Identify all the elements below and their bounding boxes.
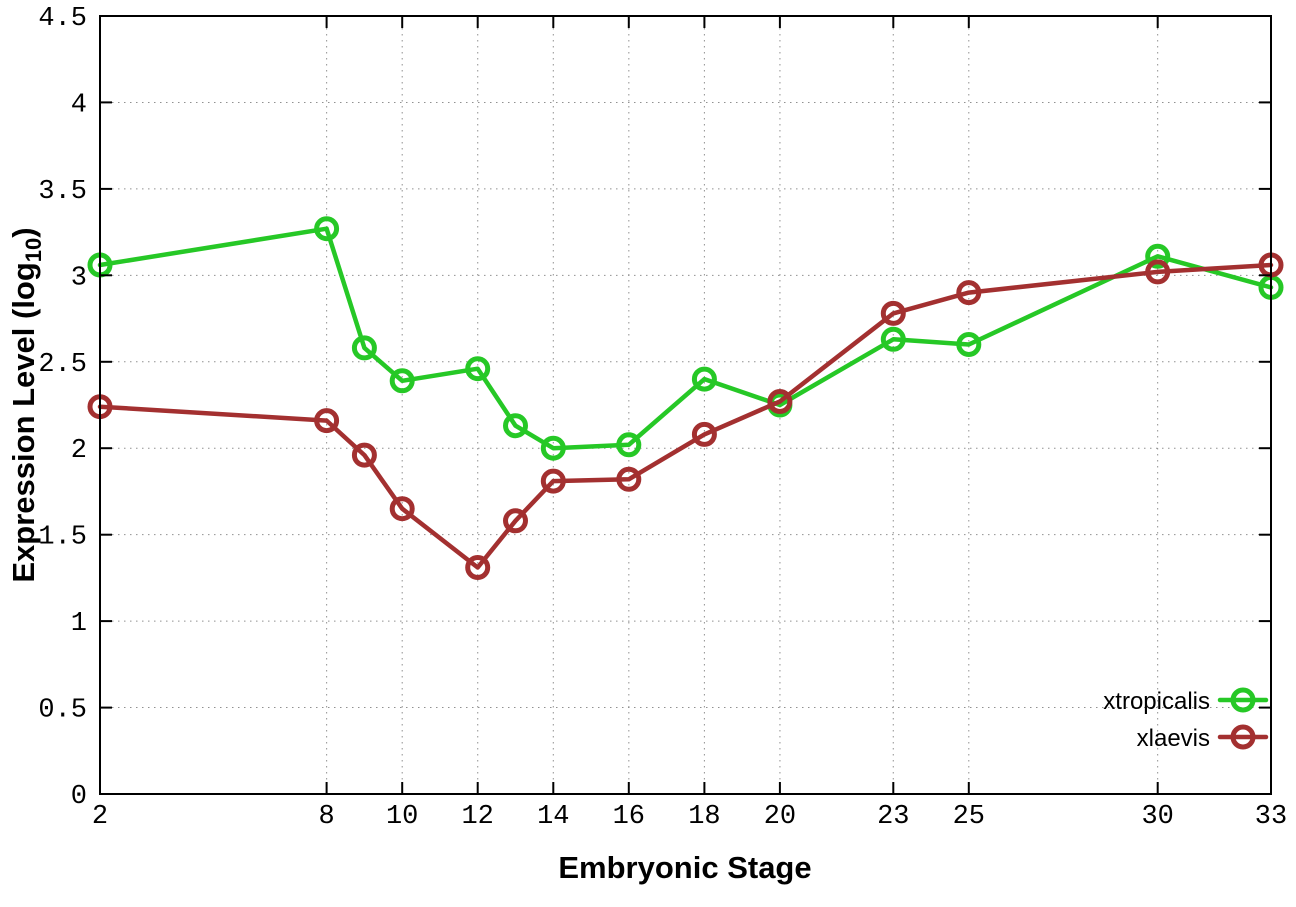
data-point-xlaevis	[691, 421, 717, 447]
tick-label-layer: 2 8 10 12 14 16 18 20 23 25 30 33 0 0.5 1 1.5 2 2.5 3 3.5 4 4…	[38, 4, 1287, 832]
grid-layer	[100, 16, 1271, 794]
x-tick-label: 10	[386, 802, 418, 832]
data-point-xtropicalis	[540, 435, 566, 461]
legend: xtropicalis xlaevis	[1103, 687, 1269, 752]
y-tick-label: 2.5	[38, 350, 87, 380]
legend-marker-point-xtropicalis	[1230, 687, 1256, 713]
data-point-xtropicalis	[465, 356, 491, 382]
y-tick-label: 0.5	[38, 696, 87, 726]
data-point-xlaevis	[767, 389, 793, 414]
data-point-xlaevis	[956, 280, 982, 306]
data-point-xlaevis	[1145, 259, 1171, 285]
data-point-xlaevis	[465, 555, 491, 580]
y-axis-title: Expression Level (log10)	[6, 227, 46, 582]
data-point-xlaevis	[314, 408, 340, 434]
series-line-xlaevis	[97, 262, 1274, 570]
series-layer	[87, 216, 1284, 580]
data-point-xtropicalis	[880, 326, 906, 352]
plot-border	[99, 15, 1272, 795]
y-tick-label: 4.5	[38, 4, 87, 34]
data-point-xtropicalis	[1145, 243, 1171, 269]
y-tick-label: 1	[71, 609, 87, 639]
data-point-xlaevis	[540, 468, 566, 494]
x-tick-label: 25	[953, 802, 985, 832]
data-point-xtropicalis	[691, 366, 717, 392]
data-point-xlaevis	[880, 300, 906, 326]
y-tick-label: 3.5	[38, 177, 87, 207]
x-tick-label: 16	[613, 802, 645, 832]
x-tick-label: 8	[318, 802, 334, 832]
data-point-xtropicalis	[351, 335, 377, 361]
x-tick-label: 33	[1255, 802, 1287, 832]
x-tick-label: 23	[877, 802, 909, 832]
y-tick-label: 0	[71, 782, 87, 812]
x-tick-label: 30	[1141, 802, 1173, 832]
data-point-xlaevis	[616, 466, 642, 492]
frame-layer	[99, 15, 1272, 795]
y-tick-label: 3	[71, 263, 87, 293]
y-tick-label: 2	[71, 436, 87, 466]
x-tick-label: 12	[461, 802, 493, 832]
data-point-xlaevis	[351, 442, 377, 468]
x-tick-label: 14	[537, 802, 569, 832]
x-tick-label: 20	[764, 802, 796, 832]
data-point-xtropicalis	[503, 413, 528, 439]
data-point-xlaevis	[389, 496, 415, 522]
y-tick-label: 4	[71, 90, 87, 120]
data-point-xtropicalis	[314, 216, 340, 242]
data-point-xtropicalis	[389, 368, 415, 394]
x-tick-label: 2	[92, 802, 108, 832]
data-point-xtropicalis	[956, 332, 982, 357]
tick-layer	[99, 15, 1272, 795]
legend-marker-point-xlaevis	[1230, 724, 1256, 750]
x-axis-title: Embryonic Stage	[558, 850, 811, 885]
data-point-xtropicalis	[616, 432, 642, 458]
x-tick-label: 18	[688, 802, 720, 832]
data-point-xlaevis	[503, 508, 528, 534]
legend-label-xlaevis: xlaevis	[1137, 725, 1210, 752]
y-tick-label: 1.5	[38, 523, 87, 553]
legend-label-xtropicalis: xtropicalis	[1103, 688, 1210, 715]
